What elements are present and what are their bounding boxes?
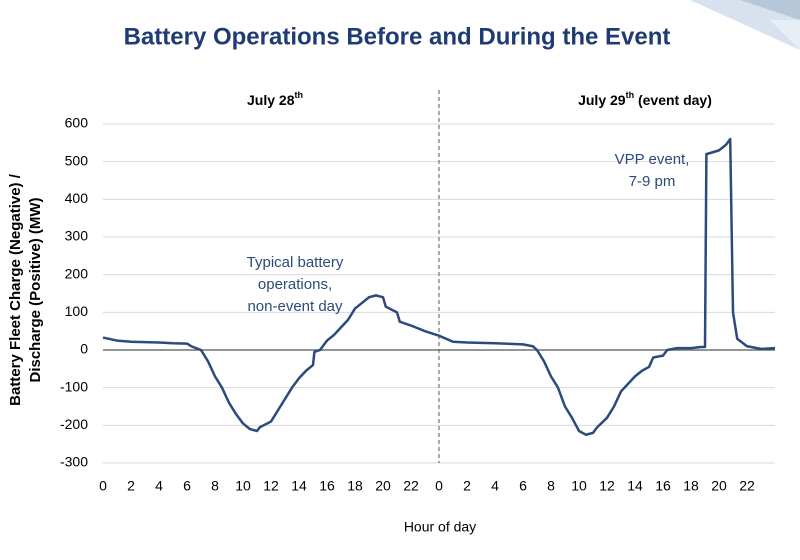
y-axis-label-line: Discharge (Positive) (MW) [27,197,44,382]
x-tick-label: 16 [655,478,671,494]
y-tick-label: 600 [65,115,89,131]
y-tick-label: -100 [60,378,88,394]
x-tick-label: 18 [683,478,699,494]
annotation: non-event day [247,298,343,315]
x-tick-label: 10 [571,478,587,494]
y-tick-label: 200 [65,265,89,281]
day-label: July 29th (event day) [578,90,712,107]
y-tick-label: 500 [65,152,89,168]
x-tick-label: 2 [463,478,471,494]
day-label-sup: th [294,90,303,100]
annotation: 7-9 pm [629,173,676,190]
x-tick-label: 12 [263,478,279,494]
x-tick-label: 0 [99,478,107,494]
day-label: July 28th [247,90,303,107]
x-tick-label: 8 [211,478,219,494]
y-tick-label: -300 [60,454,88,470]
y-tick-label: 300 [65,228,89,244]
x-tick-label: 2 [127,478,135,494]
x-tick-label: 4 [491,478,499,494]
x-tick-label: 8 [547,478,555,494]
data-line [102,137,776,436]
x-tick-label: 22 [403,478,419,494]
annotation: Typical battery [247,254,344,271]
x-axis-label: Hour of day [404,519,476,535]
day-label-after: (event day) [634,92,712,108]
x-tick-label: 14 [627,478,643,494]
x-tick-label: 6 [183,478,191,494]
decoration [690,0,800,50]
x-tick-label: 20 [375,478,391,494]
annotation: VPP event, [615,151,690,168]
x-tick-label: 14 [291,478,307,494]
y-tick-label: 0 [80,341,88,357]
x-tick-label: 18 [347,478,363,494]
y-tick-label: 100 [65,303,89,319]
y-axis-label: Battery Fleet Charge (Negative) / Dischar… [7,173,44,406]
day-label-text: July 28 [247,92,295,108]
decoration [770,20,800,50]
x-tick-label: 16 [319,478,335,494]
x-tick-label: 12 [599,478,615,494]
y-tick-label: 400 [65,190,89,206]
decoration [740,0,800,20]
day-label-text: July 29 [578,92,626,108]
day-label-sup: th [626,90,635,100]
x-tick-label: 6 [519,478,527,494]
x-tick-label: 10 [235,478,251,494]
x-tick-label: 20 [711,478,727,494]
x-tick-label: 0 [435,478,443,494]
x-tick-label: 22 [739,478,755,494]
x-tick-label: 4 [155,478,163,494]
annotation: operations, [258,276,332,293]
y-tick-label: -200 [60,416,88,432]
y-axis-label-line: Battery Fleet Charge (Negative) / [7,173,24,406]
chart-title: Battery Operations Before and During the… [124,23,671,50]
